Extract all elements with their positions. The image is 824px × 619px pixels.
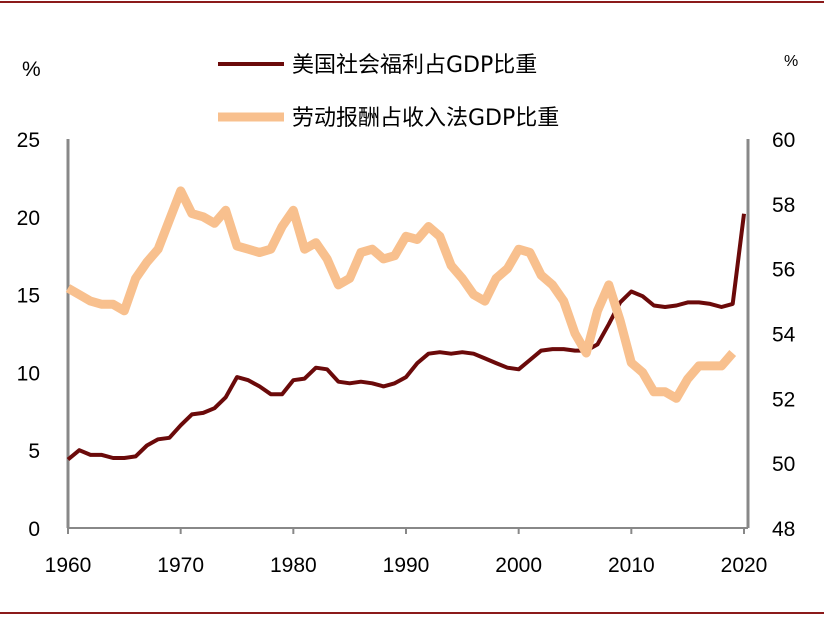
left-axis-unit: % xyxy=(22,58,41,81)
x-tick-label: 1960 xyxy=(45,554,92,577)
legend-label-1: 美国社会福利占GDP比重 xyxy=(292,53,537,78)
series-line-1 xyxy=(66,213,746,462)
left-tick-label: 5 xyxy=(28,440,40,463)
left-tick-label: 20 xyxy=(17,207,40,230)
x-tick-label: 2010 xyxy=(608,554,655,577)
right-tick-label: 52 xyxy=(772,388,795,411)
right-tick-label: 48 xyxy=(772,518,795,541)
left-tick-label: 25 xyxy=(17,129,40,152)
right-axis-unit: % xyxy=(784,53,798,70)
right-tick-label: 58 xyxy=(772,194,795,217)
x-tick-label: 2020 xyxy=(721,554,768,577)
left-tick-label: 15 xyxy=(17,285,40,308)
right-tick-label: 56 xyxy=(772,259,795,282)
right-tick-label: 50 xyxy=(772,453,795,476)
x-tick-label: 2000 xyxy=(495,554,542,577)
series-line-2 xyxy=(65,186,737,403)
legend-label-2: 劳动报酬占收入法GDP比重 xyxy=(292,106,559,131)
left-tick-label: 10 xyxy=(17,362,40,385)
left-tick-label: 0 xyxy=(28,518,40,541)
x-tick-label: 1990 xyxy=(383,554,430,577)
x-tick-label: 1980 xyxy=(270,554,317,577)
right-tick-label: 60 xyxy=(772,129,795,152)
bottom-border xyxy=(0,612,824,614)
x-tick-label: 1970 xyxy=(157,554,204,577)
top-border xyxy=(0,1,824,3)
right-tick-label: 54 xyxy=(772,324,796,347)
